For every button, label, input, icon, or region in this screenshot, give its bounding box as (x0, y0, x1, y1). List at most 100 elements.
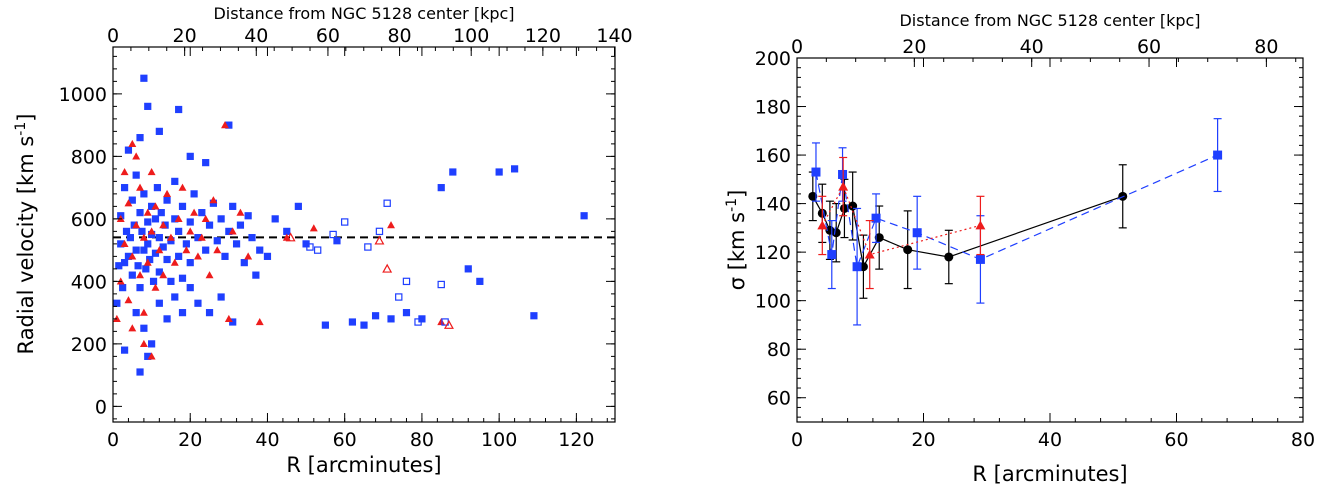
left-filled-triangle-point (120, 239, 129, 248)
left-x-tick-label: 20 (178, 429, 202, 451)
left-filled-triangle-point (159, 271, 168, 279)
right-x-tick-label: 20 (911, 429, 935, 451)
left-filled-triangle-point (309, 224, 318, 232)
left-filled-square-point (171, 215, 179, 223)
left-filled-triangle-point (128, 139, 137, 148)
left-y-tick-label: 800 (71, 146, 107, 168)
left-panel-data-marks (112, 74, 615, 376)
left-panel-frame (112, 46, 616, 423)
right-circle-point (831, 228, 841, 238)
right-triangle-point (864, 249, 875, 259)
right-y-tick-label: 160 (755, 145, 791, 167)
left-filled-triangle-point (136, 271, 144, 279)
right-x-tick-label: 40 (1038, 429, 1062, 451)
left-filled-square-point (178, 309, 187, 317)
left-filled-square-point (418, 315, 426, 323)
left-open-triangle-point (443, 319, 454, 329)
left-open-square-point (395, 293, 403, 301)
left-open-square-point (375, 227, 384, 236)
right-top-tick-label: 80 (1254, 36, 1278, 58)
right-square-point (852, 262, 862, 272)
left-filled-square-point (205, 221, 214, 229)
left-filled-triangle-point (244, 252, 253, 260)
left-filled-triangle-point (205, 271, 214, 279)
right-top-tick-label: 40 (1020, 36, 1044, 58)
right-x-tick-label: 80 (1291, 429, 1315, 451)
left-filled-square-point (178, 274, 187, 282)
left-x-tick-label: 60 (333, 429, 357, 451)
left-open-triangle-point (285, 232, 296, 242)
left-filled-square-point (175, 252, 183, 260)
left-filled-square-point (151, 215, 160, 223)
right-y-tick-label: 140 (755, 194, 791, 216)
left-open-square-point (364, 243, 372, 251)
left-top-tick-label: 80 (387, 25, 411, 47)
right-circle-point (903, 245, 913, 255)
left-filled-square-point (155, 268, 163, 276)
left-x-tick-label: 100 (481, 429, 517, 451)
left-filled-square-point (138, 227, 146, 235)
left-filled-square-point (144, 352, 152, 360)
right-panel-top-axis-label: Distance from NGC 5128 center [kpc] (899, 11, 1200, 30)
left-x-tick-label: 40 (255, 429, 279, 451)
left-filled-square-point (248, 234, 256, 242)
left-panel-ylabel-superscript: -1 (13, 122, 29, 136)
left-filled-square-point (132, 309, 140, 317)
left-filled-square-point (140, 324, 148, 332)
left-filled-square-point (124, 146, 133, 154)
left-filled-square-point (333, 237, 341, 245)
left-filled-square-point (144, 102, 152, 110)
left-y-tick-label: 1000 (59, 84, 107, 106)
right-circle-point (944, 252, 954, 262)
left-filled-square-point (155, 299, 163, 307)
left-top-tick-label: 0 (107, 25, 119, 47)
left-filled-square-point (495, 168, 503, 176)
left-filled-square-point (120, 259, 129, 267)
left-filled-square-point (371, 312, 380, 320)
right-square-point (811, 167, 821, 177)
left-filled-triangle-point (178, 183, 187, 191)
right-circle-series-line (812, 195, 1123, 269)
left-x-tick-label: 0 (107, 429, 119, 451)
right-panel-xlabel: R [arcminutes] (972, 462, 1127, 486)
left-filled-square-point (128, 271, 136, 279)
left-filled-triangle-point (155, 246, 164, 254)
left-filled-square-point (437, 184, 445, 192)
right-panel-data-marks (808, 118, 1223, 326)
left-y-tick-label: 600 (71, 209, 107, 231)
left-filled-square-point (155, 234, 163, 242)
right-y-tick-label: 80 (767, 339, 791, 361)
left-filled-triangle-point (132, 152, 141, 160)
right-y-tick-label: 60 (767, 388, 791, 410)
left-filled-triangle-point (147, 227, 156, 235)
left-filled-square-point (229, 202, 237, 210)
left-filled-square-point (157, 209, 165, 217)
left-filled-triangle-point (159, 221, 168, 229)
left-filled-square-point (182, 240, 190, 248)
left-top-tick-label: 100 (453, 25, 489, 47)
left-open-square-point (402, 277, 411, 286)
left-filled-triangle-point (143, 258, 152, 266)
left-y-tick-label: 400 (71, 271, 107, 293)
left-filled-square-point (144, 240, 152, 248)
left-panel-ylabel: Radial velocity [km s-1] (13, 114, 38, 355)
right-panel-ylabel-text: σ [km s (725, 212, 749, 290)
left-filled-square-point (283, 227, 291, 235)
left-y-tick-label: 0 (95, 396, 107, 418)
left-top-tick-label: 140 (596, 25, 632, 47)
right-square-point (1213, 150, 1223, 160)
right-square-point (838, 169, 848, 179)
left-filled-triangle-point (213, 246, 222, 254)
right-top-tick-label: 60 (1137, 36, 1161, 58)
left-open-square-point (437, 280, 445, 289)
left-open-square-point (329, 230, 337, 239)
left-x-tick-label: 80 (410, 429, 434, 451)
left-filled-square-point (294, 202, 302, 210)
left-filled-square-point (140, 190, 148, 198)
left-filled-square-point (240, 259, 248, 267)
left-top-tick-label: 60 (316, 25, 340, 47)
right-x-tick-label: 60 (1164, 429, 1188, 451)
left-filled-square-point (213, 237, 221, 245)
left-filled-square-point (175, 105, 183, 114)
left-filled-square-point (202, 159, 210, 167)
